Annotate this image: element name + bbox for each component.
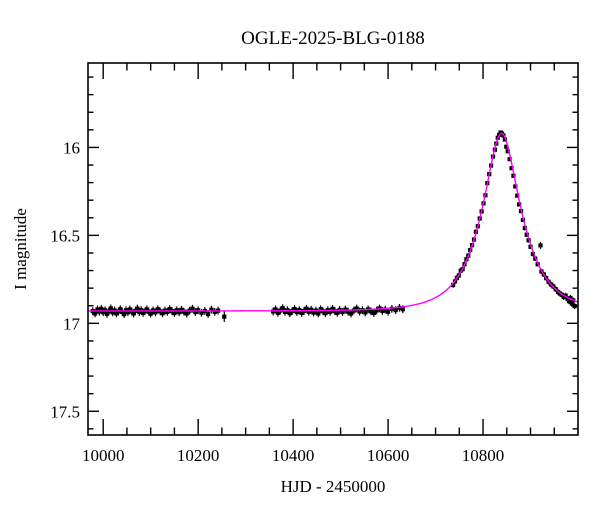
x-tick-label: 10200 <box>177 446 220 465</box>
data-point <box>538 241 543 249</box>
y-tick-label: 17 <box>63 314 81 333</box>
data-point <box>509 166 514 171</box>
data-point <box>330 305 335 313</box>
data-point <box>271 307 276 316</box>
data-point <box>318 305 323 314</box>
data-point <box>165 308 170 316</box>
x-axis-label: HJD - 2450000 <box>281 477 386 496</box>
data-point <box>177 308 182 317</box>
data-point <box>155 305 160 314</box>
y-tick-label: 16.5 <box>50 226 80 245</box>
data-point <box>309 305 314 314</box>
data-point <box>153 308 158 317</box>
data-point <box>332 307 337 316</box>
data-point <box>282 308 288 316</box>
data-point <box>340 308 345 316</box>
data-point <box>354 304 359 313</box>
data-point <box>504 144 509 149</box>
data-point <box>292 305 297 313</box>
data-point <box>374 306 379 315</box>
data-point <box>505 149 510 154</box>
y-tick-label: 16 <box>63 138 80 157</box>
data-point <box>212 308 217 316</box>
data-point <box>273 305 278 314</box>
data-point <box>294 308 300 316</box>
x-tick-label: 10800 <box>462 446 505 465</box>
data-point <box>507 157 512 162</box>
axis-ticks <box>88 63 578 435</box>
data-point <box>357 307 362 316</box>
data-point <box>389 305 394 313</box>
data-point <box>222 311 227 322</box>
x-tick-label: 10000 <box>82 446 125 465</box>
data-point <box>181 307 187 316</box>
photometry-points <box>90 130 577 322</box>
data-point <box>179 305 184 314</box>
data-point <box>346 307 351 316</box>
data-point <box>383 305 388 314</box>
data-point <box>193 308 198 316</box>
data-point <box>385 307 391 316</box>
model-curve <box>88 132 578 312</box>
chart-title: OGLE-2025-BLG-0188 <box>241 28 425 49</box>
data-point <box>209 305 214 314</box>
x-tick-label: 10400 <box>272 446 315 465</box>
data-point <box>320 307 326 316</box>
data-point <box>371 309 376 317</box>
data-point <box>568 294 573 301</box>
x-tick-label: 10600 <box>367 446 410 465</box>
y-tick-label: 17.5 <box>50 402 80 421</box>
data-point <box>306 307 311 316</box>
plot-frame <box>87 62 579 436</box>
data-point <box>348 309 354 318</box>
data-point <box>199 308 204 317</box>
data-point <box>328 308 333 316</box>
y-axis-label: I magnitude <box>11 208 30 290</box>
